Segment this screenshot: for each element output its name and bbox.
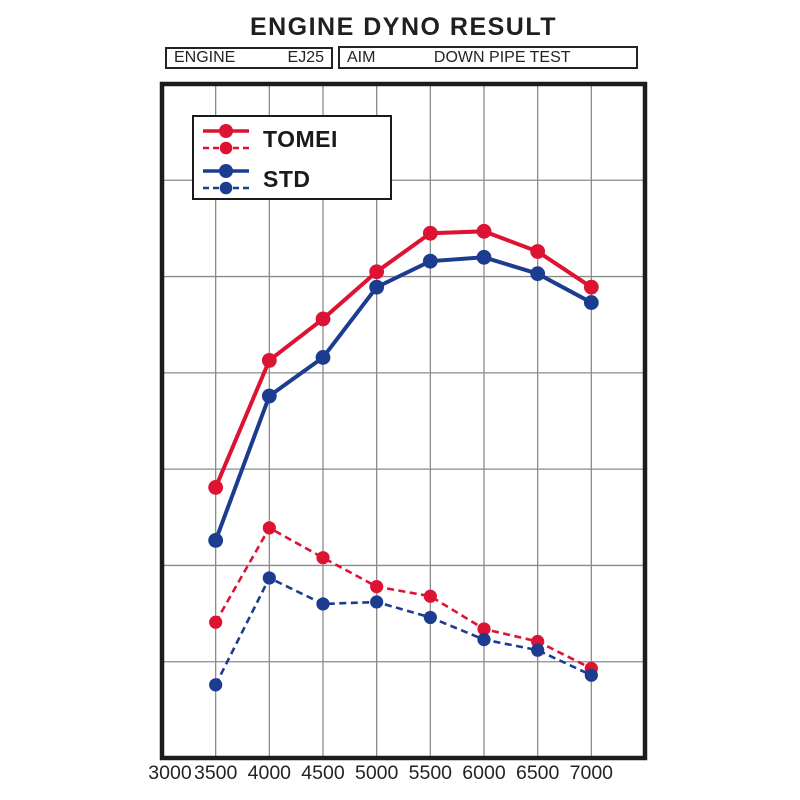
- data-point: [315, 311, 331, 327]
- x-tick-label: 5500: [409, 762, 453, 784]
- data-point: [422, 225, 438, 241]
- chart-legend: TOMEI STD: [192, 115, 392, 200]
- data-point: [583, 279, 599, 295]
- legend-item-tomei: TOMEI: [200, 119, 384, 159]
- legend-line-sample-icon: [203, 124, 249, 155]
- aim-info-box: AIM DOWN PIPE TEST: [338, 46, 638, 69]
- data-point: [477, 632, 491, 647]
- data-point: [370, 595, 384, 609]
- page-title: ENGINE DYNO RESULT: [249, 13, 558, 41]
- x-tick-label: 4500: [301, 762, 345, 784]
- data-point: [530, 244, 546, 259]
- x-tick-label: 4000: [248, 762, 292, 784]
- x-tick-label: 3500: [194, 762, 238, 784]
- x-tick-label: 6000: [462, 762, 506, 784]
- data-point: [208, 532, 224, 548]
- data-point: [369, 279, 385, 295]
- engine-value: EJ25: [287, 49, 324, 66]
- plot-frame: [159, 81, 648, 761]
- data-point: [209, 678, 223, 692]
- x-tick-label: 7000: [570, 762, 614, 784]
- data-point: [477, 622, 491, 636]
- data-point: [476, 223, 492, 239]
- aim-label: AIM: [347, 48, 376, 66]
- data-point: [423, 589, 437, 603]
- data-point: [316, 551, 330, 565]
- data-point: [315, 350, 331, 365]
- engine-info-box: ENGINE EJ25: [165, 47, 333, 69]
- data-point: [262, 521, 276, 535]
- series-std-dashed: [209, 571, 598, 692]
- data-point: [262, 571, 276, 585]
- data-point: [369, 264, 385, 280]
- aim-value: DOWN PIPE TEST: [433, 48, 571, 66]
- series-std-solid: [208, 249, 599, 548]
- data-point: [423, 610, 437, 625]
- x-tick-label: 3000: [148, 762, 192, 784]
- x-tick-label: 6500: [516, 762, 560, 784]
- x-tick-label: 5000: [355, 762, 399, 784]
- data-point: [583, 295, 599, 310]
- data-point: [476, 249, 492, 265]
- data-point: [422, 253, 438, 269]
- x-axis-tick-labels: 3000 3500 4000 4500 5000 5500 6000 6500 7000: [148, 762, 613, 784]
- data-point: [530, 266, 546, 282]
- legend-line-sample-icon: [203, 164, 249, 195]
- data-point: [261, 352, 277, 368]
- engine-label: ENGINE: [174, 49, 236, 66]
- data-point: [584, 668, 598, 682]
- data-point: [316, 597, 330, 611]
- legend-item-label: STD: [263, 165, 311, 192]
- data-point: [208, 480, 224, 495]
- data-point: [531, 643, 545, 657]
- legend-item-std: STD: [200, 159, 384, 199]
- series-tomei-solid: [208, 223, 599, 495]
- legend-item-label: TOMEI: [263, 125, 338, 152]
- data-point: [370, 580, 384, 594]
- data-point: [209, 615, 223, 629]
- data-point: [261, 388, 277, 404]
